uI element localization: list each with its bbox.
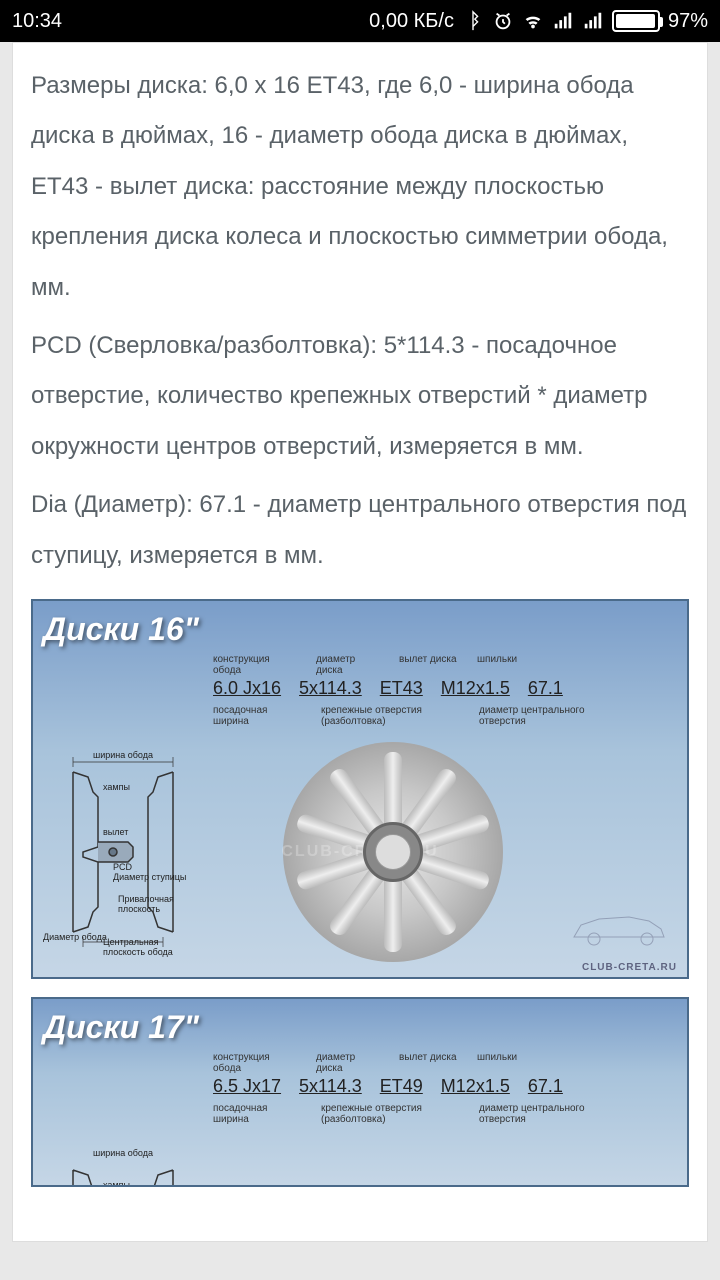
car-silhouette-icon <box>569 907 669 949</box>
status-time: 10:34 <box>12 10 62 33</box>
alarm-icon <box>492 10 514 32</box>
signal-icon-2 <box>582 10 604 32</box>
signal-icon-1 <box>552 10 574 32</box>
diagram-16-title: Диски 16" <box>43 611 677 648</box>
status-right: 0,00 КБ/с 97% <box>369 10 708 33</box>
diagram-16-top-labels: конструкция обода диаметр диска вылет ди… <box>213 654 677 676</box>
paragraph-1: Размеры диска: 6,0 х 16 ЕТ43, где 6,0 - … <box>31 61 689 313</box>
status-bar: 10:34 0,00 КБ/с 97% <box>0 0 720 42</box>
diagram-17-body: ширина обода хампы вылет <box>43 1135 677 1187</box>
diagram-17-values: 6.5 Jx17 5x114.3 ET49 M12x1.5 67.1 <box>213 1076 677 1097</box>
diagram-17: Диски 17" конструкция обода диаметр диск… <box>31 997 689 1187</box>
paragraph-3: Dia (Диаметр): 67.1 - диаметр центрально… <box>31 480 689 581</box>
wheel-hub <box>363 822 423 882</box>
diagram-16-body: ширина обода хампы вылет PCD Диаметр сту… <box>43 737 677 967</box>
wheel-cross-section-17: ширина обода хампы вылет <box>43 1140 203 1187</box>
diagram-16: Диски 16" конструкция обода диаметр диск… <box>31 599 689 979</box>
wifi-icon <box>522 10 544 32</box>
diagram-17-sub-labels: посадочная ширина крепежные отверстия (р… <box>213 1103 677 1125</box>
diagram-16-sub-labels: посадочная ширина крепежные отверстия (р… <box>213 705 677 727</box>
hyundai-logo <box>375 834 411 870</box>
diagram-16-values: 6.0 Jx16 5x114.3 ET43 M12x1.5 67.1 <box>213 678 677 699</box>
watermark: CLUB-CRETA.RU <box>582 962 677 973</box>
article-content[interactable]: Размеры диска: 6,0 х 16 ЕТ43, где 6,0 - … <box>12 42 708 1242</box>
battery-icon <box>612 10 660 32</box>
battery-percent: 97% <box>668 10 708 33</box>
data-rate: 0,00 КБ/с <box>369 10 454 33</box>
diagram-17-title: Диски 17" <box>43 1009 677 1046</box>
bluetooth-icon <box>462 10 484 32</box>
paragraph-2: PCD (Сверловка/разболтовка): 5*114.3 - п… <box>31 321 689 472</box>
wheel-cross-section: ширина обода хампы вылет PCD Диаметр сту… <box>43 742 203 962</box>
diagram-17-top-labels: конструкция обода диаметр диска вылет ди… <box>213 1052 677 1074</box>
